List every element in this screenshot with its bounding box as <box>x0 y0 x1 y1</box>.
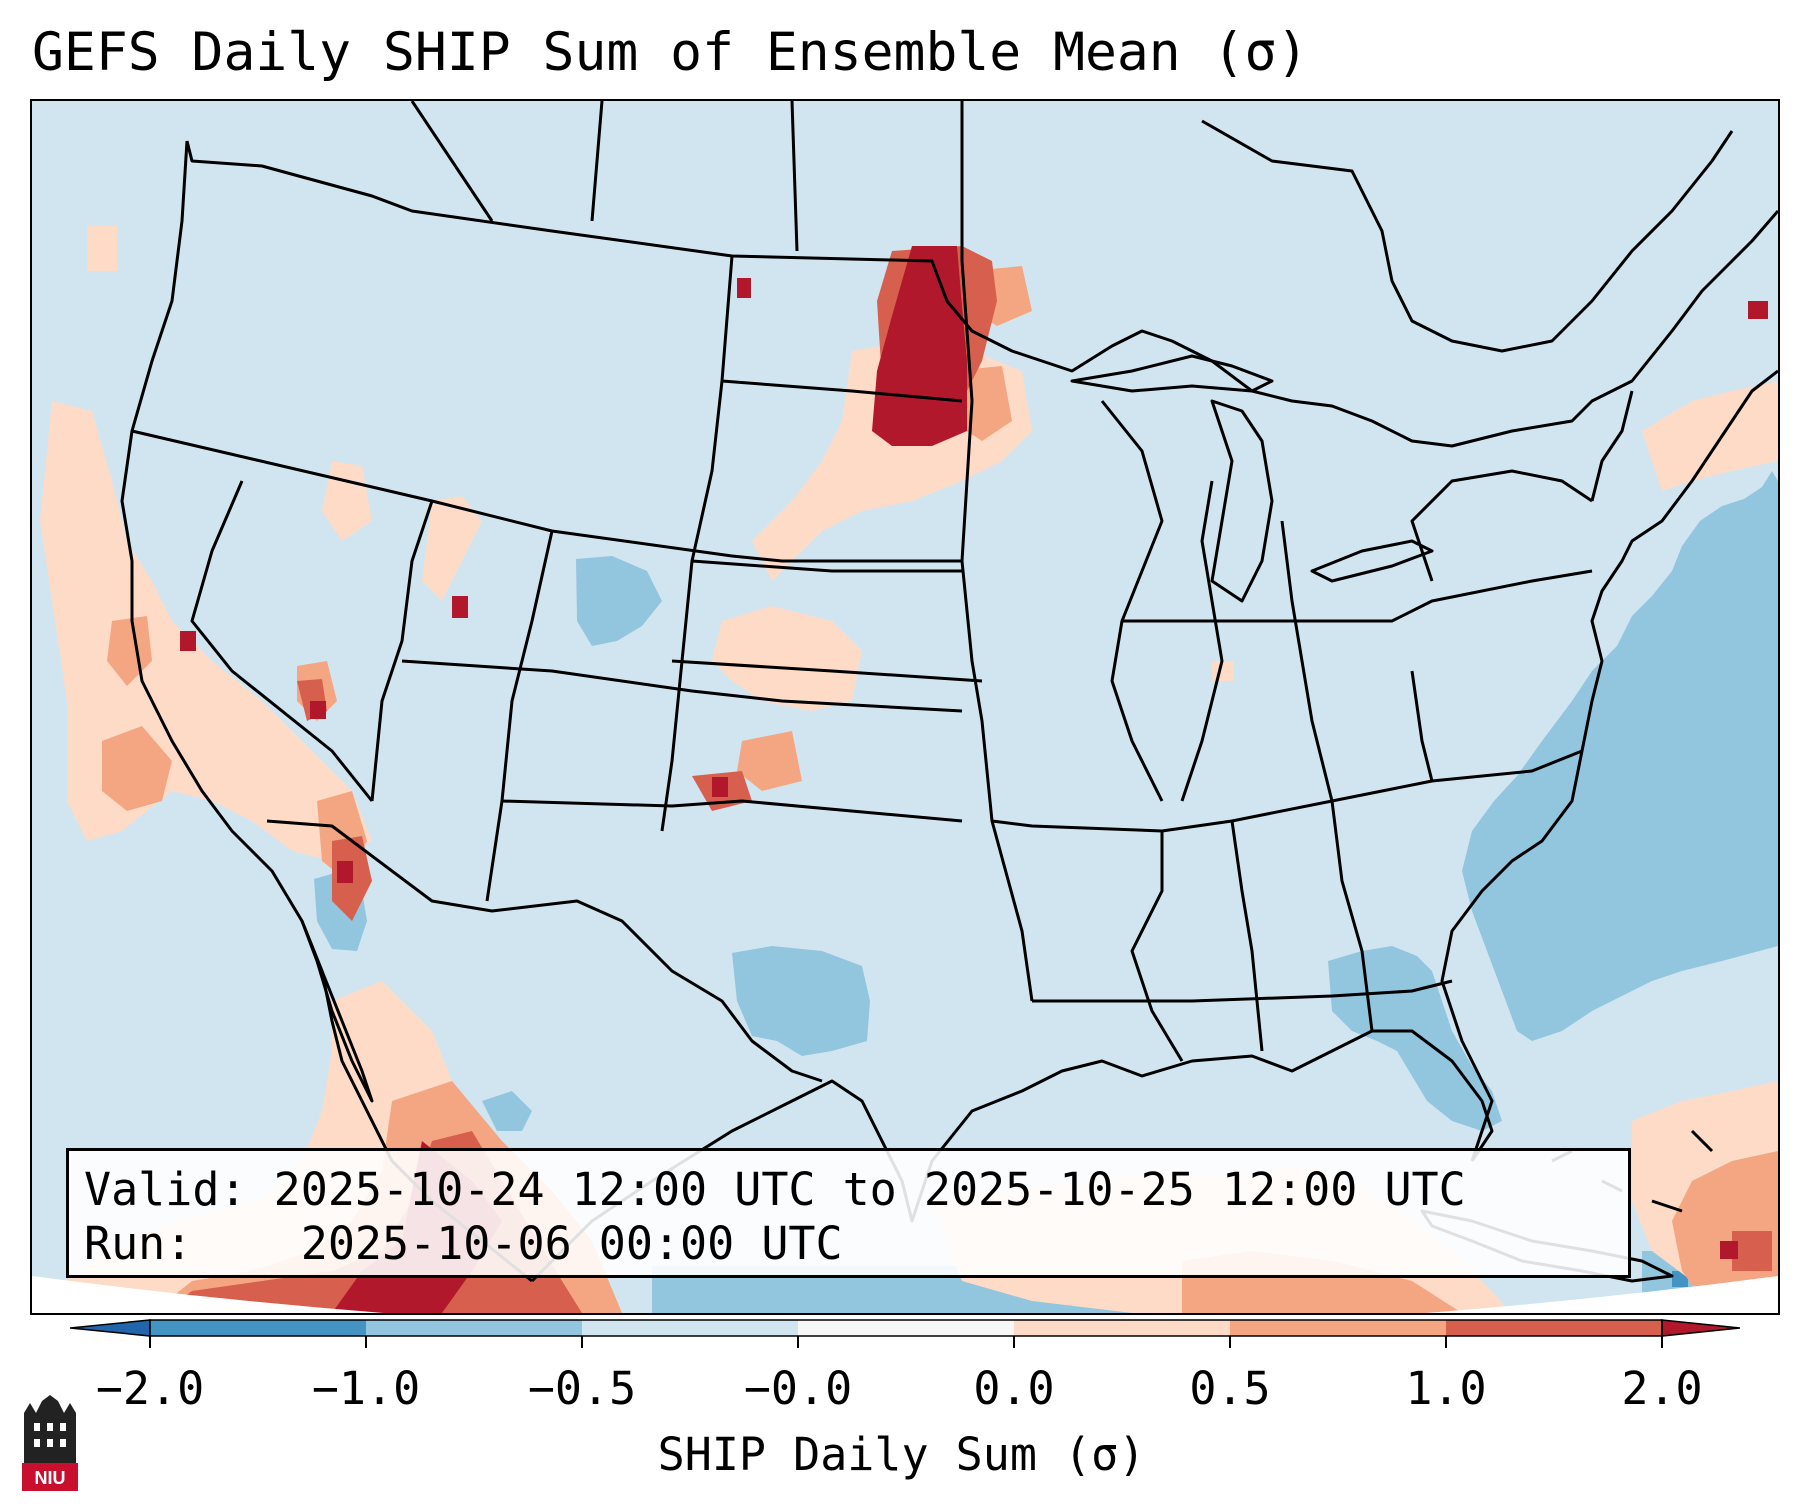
colorbar-tick-label: −2.0 <box>95 1362 205 1415</box>
negative-anomaly-regions <box>314 471 1778 1313</box>
arizona-extreme-cell <box>337 861 353 883</box>
colorbar-bin-1 <box>150 1320 366 1336</box>
nevada-positive-region <box>322 461 372 541</box>
kansas-moderate-region <box>737 731 802 791</box>
colorbar-bin-2 <box>366 1320 582 1336</box>
pacific-coast <box>120 140 533 1283</box>
colorbar-label: SHIP Daily Sum (σ) <box>657 1428 1146 1481</box>
valid-value: 2025-10-24 12:00 UTC to 2025-10-25 12:00… <box>273 1163 1466 1216</box>
logo-text: NIU <box>35 1468 66 1488</box>
great-lakes-erie <box>1310 539 1434 583</box>
utah-positive-region <box>422 496 482 601</box>
validity-info-box: Valid: 2025-10-24 12:00 UTC to 2025-10-2… <box>66 1148 1631 1278</box>
colorbar-tick-label: 0.0 <box>973 1362 1055 1415</box>
run-value: 2025-10-06 00:00 UTC <box>300 1217 843 1270</box>
map-canvas <box>32 101 1778 1313</box>
map-title: GEFS Daily SHIP Sum of Ensemble Mean (σ) <box>32 22 1309 83</box>
great-lakes-superior <box>1070 354 1274 393</box>
colorbar-bin-4 <box>798 1320 1014 1336</box>
state-line-3 <box>370 500 434 802</box>
colorbar-outline <box>149 1319 1663 1337</box>
map-panel <box>30 99 1780 1315</box>
state-line-12 <box>991 749 1583 833</box>
state-line-5 <box>485 530 554 902</box>
colorbar <box>70 1319 1740 1348</box>
political-boundaries <box>120 101 1778 1283</box>
maine-extreme-cell <box>1748 301 1768 319</box>
texas-negative-region <box>732 946 870 1056</box>
canada-us-border <box>185 140 1778 448</box>
canada-interior-line-1 <box>590 101 604 222</box>
arkansas-positive-cell <box>1212 661 1234 681</box>
utah-extreme-cell <box>452 596 468 618</box>
colorbar-tick-label: −1.0 <box>311 1362 421 1415</box>
state-line-11 <box>671 659 983 683</box>
state-line-9 <box>721 379 963 403</box>
newengland-positive-region <box>1642 381 1778 491</box>
caribbean-strong-cell <box>1732 1231 1772 1271</box>
colorbar-tick-label: 0.5 <box>1189 1362 1271 1415</box>
colorbar-under-arrow <box>70 1319 151 1337</box>
mexico-us-border <box>266 819 823 1083</box>
atlantic-negative-region <box>1462 471 1778 1041</box>
gulf-coast <box>530 1029 1494 1283</box>
state-line-20 <box>1330 800 1374 1032</box>
colorado-negative-region <box>576 556 662 646</box>
colorbar-bin-7 <box>1446 1320 1662 1336</box>
state-line-8 <box>960 260 1034 1002</box>
canada-interior-line-4 <box>410 101 494 222</box>
baja-california <box>300 919 374 1103</box>
colorbar-tick-label: 1.0 <box>1405 1362 1487 1415</box>
state-line-13 <box>1032 979 1453 1003</box>
state-line-23 <box>1590 390 1634 502</box>
state-line-18 <box>1130 831 1184 1062</box>
state-line-22 <box>1410 469 1593 582</box>
state-line-10 <box>691 559 962 573</box>
colorbar-ticks <box>149 1336 1663 1348</box>
california-moderate-region <box>102 726 172 811</box>
state-line-1 <box>131 429 962 563</box>
caribbean-extreme-cell <box>1720 1241 1738 1259</box>
projection-edge <box>32 1276 1778 1313</box>
run-label: Run: <box>84 1217 193 1270</box>
state-line-14 <box>1100 400 1164 802</box>
northwest-positive-cell <box>87 226 117 271</box>
atlantic-coast <box>1440 369 1778 1162</box>
canada-interior-line-2 <box>790 101 799 252</box>
colorbar-tick-label: −0.0 <box>743 1362 853 1415</box>
colorbar-over-arrow <box>1661 1319 1740 1337</box>
colorbar-bin-3 <box>582 1320 798 1336</box>
state-line-19 <box>1230 820 1264 1052</box>
state-line-21 <box>1410 670 1434 782</box>
colorbar-tick-label: −0.5 <box>527 1362 637 1415</box>
great-lakes-michigan <box>1210 399 1274 603</box>
montana-extreme-cell <box>737 278 751 298</box>
nevada-extreme-cell <box>180 631 196 651</box>
colorbar-tick-label: 2.0 <box>1621 1362 1703 1415</box>
hudson-bay-coast <box>1201 119 1734 353</box>
state-line-16 <box>1280 520 1334 802</box>
valid-label: Valid: <box>84 1163 247 1216</box>
state-line-17 <box>1122 569 1593 623</box>
kansas-positive-region <box>712 606 862 711</box>
colorbar-bin-5 <box>1014 1320 1230 1336</box>
state-line-2 <box>190 480 374 802</box>
caribbean-moderate-region <box>1672 1151 1778 1313</box>
niu-logo: NIU <box>22 1395 78 1491</box>
nevada-extreme-cell-2 <box>310 701 326 719</box>
colorado-extreme-cell <box>712 777 728 797</box>
state-line-7 <box>501 799 963 823</box>
colorbar-bin-6 <box>1230 1320 1446 1336</box>
gulf-negative-region <box>482 1091 532 1131</box>
state-line-4 <box>401 659 963 713</box>
state-line-15 <box>1180 480 1224 802</box>
